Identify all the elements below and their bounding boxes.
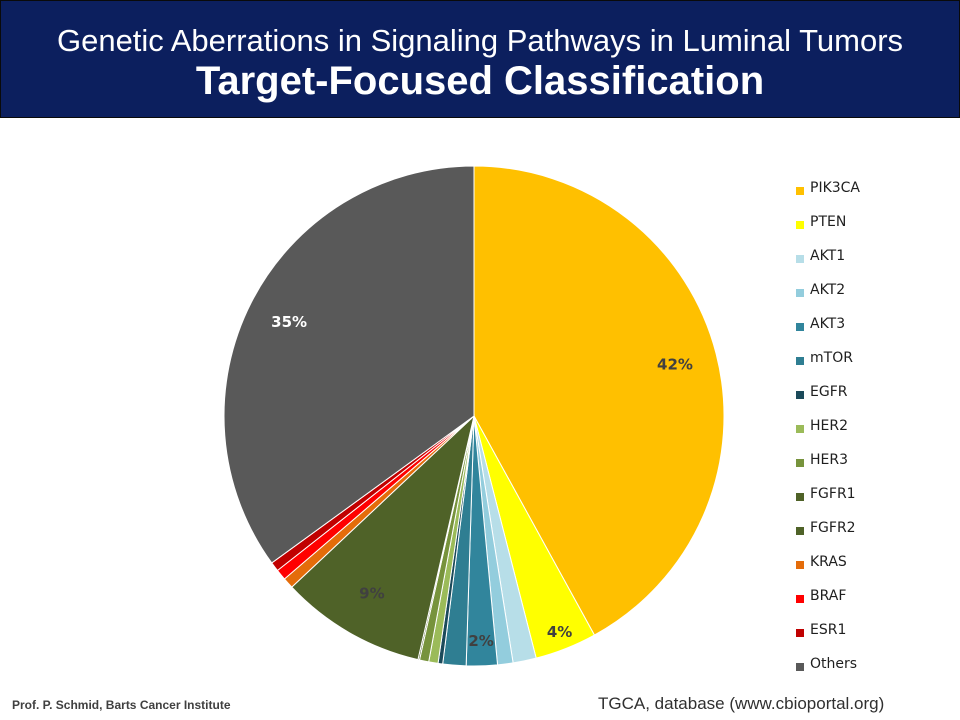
legend-label: BRAF <box>810 588 847 604</box>
legend-item-egfr: EGFR <box>796 384 946 418</box>
data-label-akt3: 2% <box>468 632 493 650</box>
pie-slice-others <box>223 165 475 564</box>
legend-swatch <box>796 323 804 331</box>
legend-swatch <box>796 289 804 297</box>
legend-item-fgfr1: FGFR1 <box>796 486 946 520</box>
legend-label: AKT3 <box>810 316 846 332</box>
legend-label: PTEN <box>810 214 847 230</box>
legend-label: EGFR <box>810 384 848 400</box>
slide-subtitle: Target-Focused Classification <box>195 59 765 103</box>
pie-chart: 42% 4% 2% 9% 35% <box>223 165 725 667</box>
legend-item-esr1: ESR1 <box>796 622 946 656</box>
legend-swatch <box>796 561 804 569</box>
legend-swatch <box>796 459 804 467</box>
legend-label: KRAS <box>810 554 847 570</box>
legend-label: Others <box>810 656 858 672</box>
legend-swatch <box>796 595 804 603</box>
legend-label: HER2 <box>810 418 849 434</box>
legend-label: ESR1 <box>810 622 847 638</box>
legend-label: mTOR <box>810 350 853 366</box>
legend-item-her2: HER2 <box>796 418 946 452</box>
legend-label: AKT1 <box>810 248 846 264</box>
chart-legend: PIK3CA PTEN AKT1 AKT2 AKT3 mTOR EGFR HER2 HER3 FG… <box>796 180 946 690</box>
data-label-pik3ca: 42% <box>657 355 693 373</box>
footer-author: Prof. P. Schmid, Barts Cancer Institute <box>12 698 231 712</box>
legend-item-akt1: AKT1 <box>796 248 946 282</box>
slide-title: Genetic Aberrations in Signaling Pathway… <box>56 23 904 58</box>
legend-swatch <box>796 663 804 671</box>
legend-item-pik3ca: PIK3CA <box>796 180 946 214</box>
footer-source: TGCA, database (www.cbioportal.org) <box>598 694 885 713</box>
legend-swatch <box>796 255 804 263</box>
legend-swatch <box>796 357 804 365</box>
pie-slice-pik3ca <box>473 165 725 636</box>
legend-item-others: Others <box>796 656 946 690</box>
legend-label: FGFR2 <box>810 520 856 536</box>
legend-item-kras: KRAS <box>796 554 946 588</box>
legend-swatch <box>796 425 804 433</box>
data-label-others: 35% <box>271 313 307 331</box>
legend-item-akt2: AKT2 <box>796 282 946 316</box>
legend-label: PIK3CA <box>810 180 861 196</box>
legend-item-her3: HER3 <box>796 452 946 486</box>
legend-item-fgfr2: FGFR2 <box>796 520 946 554</box>
legend-label: FGFR1 <box>810 486 856 502</box>
legend-item-akt3: AKT3 <box>796 316 946 350</box>
legend-label: AKT2 <box>810 282 846 298</box>
legend-label: HER3 <box>810 452 849 468</box>
legend-swatch <box>796 527 804 535</box>
legend-swatch <box>796 629 804 637</box>
legend-swatch <box>796 391 804 399</box>
pie-slice-fgfr2 <box>291 414 475 661</box>
legend-item-mtor: mTOR <box>796 350 946 384</box>
legend-item-pten: PTEN <box>796 214 946 248</box>
legend-item-braf: BRAF <box>796 588 946 622</box>
legend-swatch <box>796 493 804 501</box>
legend-swatch <box>796 187 804 195</box>
data-label-fgfr2: 9% <box>359 585 384 603</box>
title-bar: Genetic Aberrations in Signaling Pathway… <box>0 0 960 118</box>
data-label-pten: 4% <box>547 623 572 641</box>
legend-swatch <box>796 221 804 229</box>
